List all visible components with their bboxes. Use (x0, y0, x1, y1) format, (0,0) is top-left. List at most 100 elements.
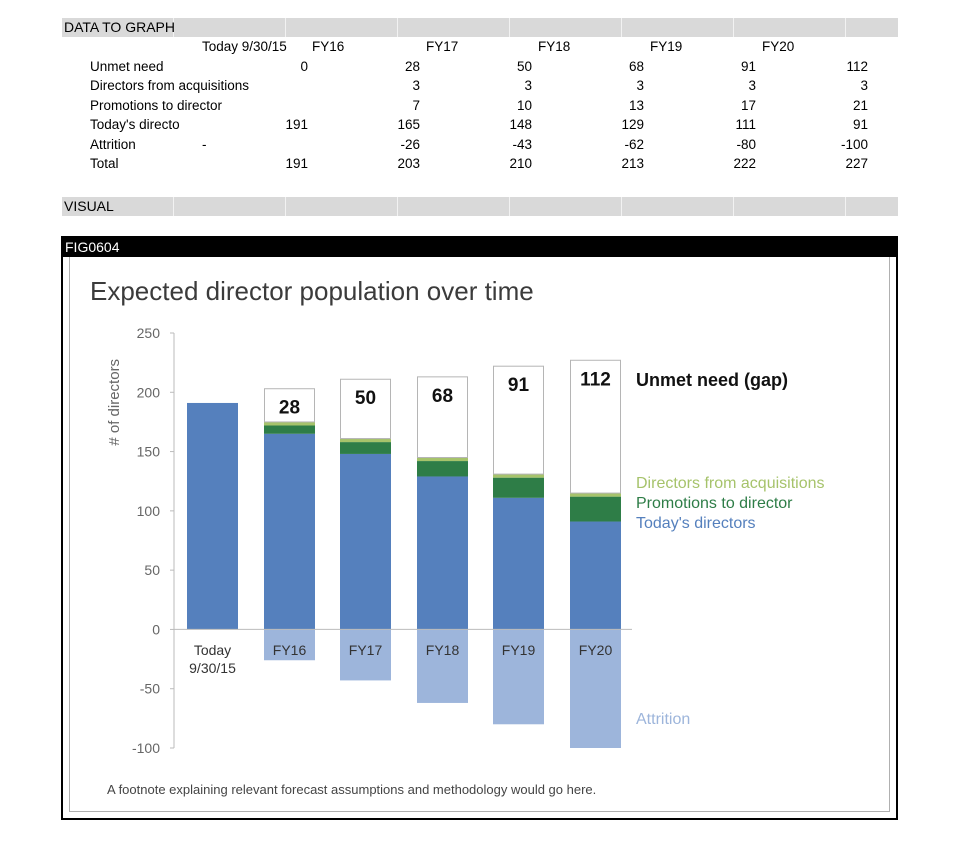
gap-data-label: 68 (432, 386, 453, 407)
bar-acquisitions (570, 493, 621, 497)
header-fy19: FY19 (650, 39, 683, 54)
bar-unmet-need (417, 376, 468, 458)
figure-inner-frame (69, 257, 890, 812)
table-cell: -100 (840, 136, 868, 152)
bar-unmet-need (340, 378, 391, 440)
bar-promotions (417, 461, 468, 477)
row-label: Today's directo (90, 117, 180, 132)
data-table-row: Promotions to director 7 10 13 17 21 (62, 97, 898, 117)
table-cell: 13 (628, 97, 644, 113)
x-tick-label: Today (194, 642, 231, 658)
y-tick-label: -100 (132, 740, 160, 756)
legend-label: Attrition (636, 711, 690, 728)
y-axis-title: # of directors (106, 359, 123, 446)
bar-promotions (570, 496, 621, 522)
bar-attrition (570, 629, 621, 748)
table-cell: 227 (845, 156, 868, 171)
x-tick-label: FY16 (273, 642, 307, 658)
bar-attrition (493, 629, 544, 725)
row-label: Directors from acquisitions (90, 78, 250, 93)
bar-acquisitions (417, 457, 468, 462)
row-label: Promotions to director (90, 97, 223, 113)
x-tick-label: FY18 (426, 642, 460, 658)
table-cell: 28 (404, 58, 420, 74)
table-cell: 3 (412, 78, 420, 93)
gap-data-label: 112 (580, 369, 611, 390)
table-cell: 0 (300, 58, 308, 74)
bar-attrition (340, 629, 391, 681)
data-section-label: DATA TO GRAPH (64, 19, 175, 35)
bar-acquisitions (264, 421, 315, 426)
table-cell: 148 (509, 117, 532, 132)
data-table-row: Total 191 203 210 213 222 227 (62, 155, 898, 175)
data-table-row: Directors from acquisitions 3 3 3 3 3 (62, 77, 898, 97)
table-cell: 3 (860, 78, 868, 93)
table-cell: 7 (412, 97, 420, 113)
figure-id-bar: FIG0604 (63, 238, 896, 257)
data-table: Today 9/30/15 FY16 FY17 FY18 FY19 FY20 U… (62, 38, 898, 175)
bar-acquisitions (340, 438, 391, 443)
data-table-header: Today 9/30/15 FY16 FY17 FY18 FY19 FY20 (62, 38, 898, 58)
table-cell: 213 (621, 156, 644, 171)
table-cell: 129 (621, 117, 644, 132)
table-cell: -80 (736, 136, 756, 152)
header-fy20: FY20 (762, 39, 795, 54)
table-cell: 50 (516, 58, 532, 74)
y-tick-label: 250 (137, 325, 161, 341)
legend-label: Unmet need (gap) (636, 370, 788, 390)
data-table-row: Unmet need 0 28 50 68 91 112 (62, 58, 898, 78)
visual-section-label: VISUAL (64, 198, 114, 214)
bar-promotions (493, 477, 544, 498)
bar-todays-directors (417, 476, 468, 630)
x-tick-label: 9/30/15 (189, 660, 236, 676)
row-label: Unmet need (90, 58, 164, 74)
table-cell: 112 (846, 58, 868, 74)
gap-data-label: 91 (508, 375, 530, 396)
y-tick-label: 200 (137, 384, 161, 400)
table-cell: -43 (512, 136, 532, 152)
header-today: Today 9/30/15 (202, 39, 287, 54)
table-cell: 91 (852, 117, 868, 132)
chart-title: Expected director population over time (90, 276, 534, 306)
table-cell: 17 (740, 97, 756, 113)
y-tick-label: -50 (140, 681, 160, 697)
x-tick-label: FY19 (502, 642, 536, 658)
bar-attrition (417, 629, 468, 703)
table-cell: 3 (524, 78, 532, 93)
data-table-row: Today's directo 191 165 148 129 111 91 (62, 116, 898, 136)
y-tick-label: 50 (144, 562, 160, 578)
row-label: Total (90, 156, 119, 171)
gap-data-label: 50 (355, 388, 376, 409)
legend-label: Today's directors (636, 515, 756, 532)
table-cell: 111 (735, 117, 756, 132)
row-dash: - (202, 136, 207, 152)
x-tick-label: FY20 (579, 642, 613, 658)
table-cell: 165 (397, 117, 420, 132)
table-cell: 10 (516, 97, 532, 113)
data-section-header: DATA TO GRAPH (62, 18, 898, 37)
bar-todays-directors (340, 453, 391, 630)
table-cell: 3 (636, 78, 644, 93)
table-cell: 21 (852, 97, 868, 113)
data-table-row: Attrition - -26 -43 -62 -80 -100 (62, 136, 898, 156)
bar-attrition (264, 629, 315, 661)
bar-todays-directors (264, 433, 315, 630)
x-tick-label: FY17 (349, 642, 383, 658)
legend-label: Directors from acquisitions (636, 475, 825, 492)
y-tick-label: 150 (137, 444, 161, 460)
table-cell: 222 (733, 156, 756, 171)
y-tick-label: 0 (152, 621, 160, 637)
table-cell: 191 (285, 117, 308, 132)
bar-promotions (264, 425, 315, 434)
bar-todays-directors (570, 521, 621, 630)
table-cell: 191 (285, 156, 308, 171)
header-fy18: FY18 (538, 39, 571, 54)
legend-label: Promotions to director (636, 495, 793, 512)
bar-unmet-need (570, 359, 621, 494)
header-fy17: FY17 (426, 39, 459, 54)
figure-id: FIG0604 (65, 239, 120, 255)
visual-section-header: VISUAL (62, 197, 898, 216)
bar-unmet-need (264, 388, 315, 423)
table-cell: 3 (748, 78, 756, 93)
